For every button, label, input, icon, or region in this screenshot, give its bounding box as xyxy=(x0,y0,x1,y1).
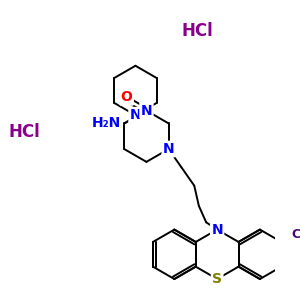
Text: N: N xyxy=(141,103,152,118)
Text: N: N xyxy=(211,223,223,237)
Text: Cl: Cl xyxy=(291,228,300,241)
Text: HCl: HCl xyxy=(9,123,41,141)
Text: HCl: HCl xyxy=(182,22,214,40)
Text: H₂N: H₂N xyxy=(91,116,121,130)
Text: S: S xyxy=(212,272,222,286)
Text: N: N xyxy=(163,142,174,156)
Text: O: O xyxy=(121,90,133,104)
Text: N: N xyxy=(130,108,141,122)
